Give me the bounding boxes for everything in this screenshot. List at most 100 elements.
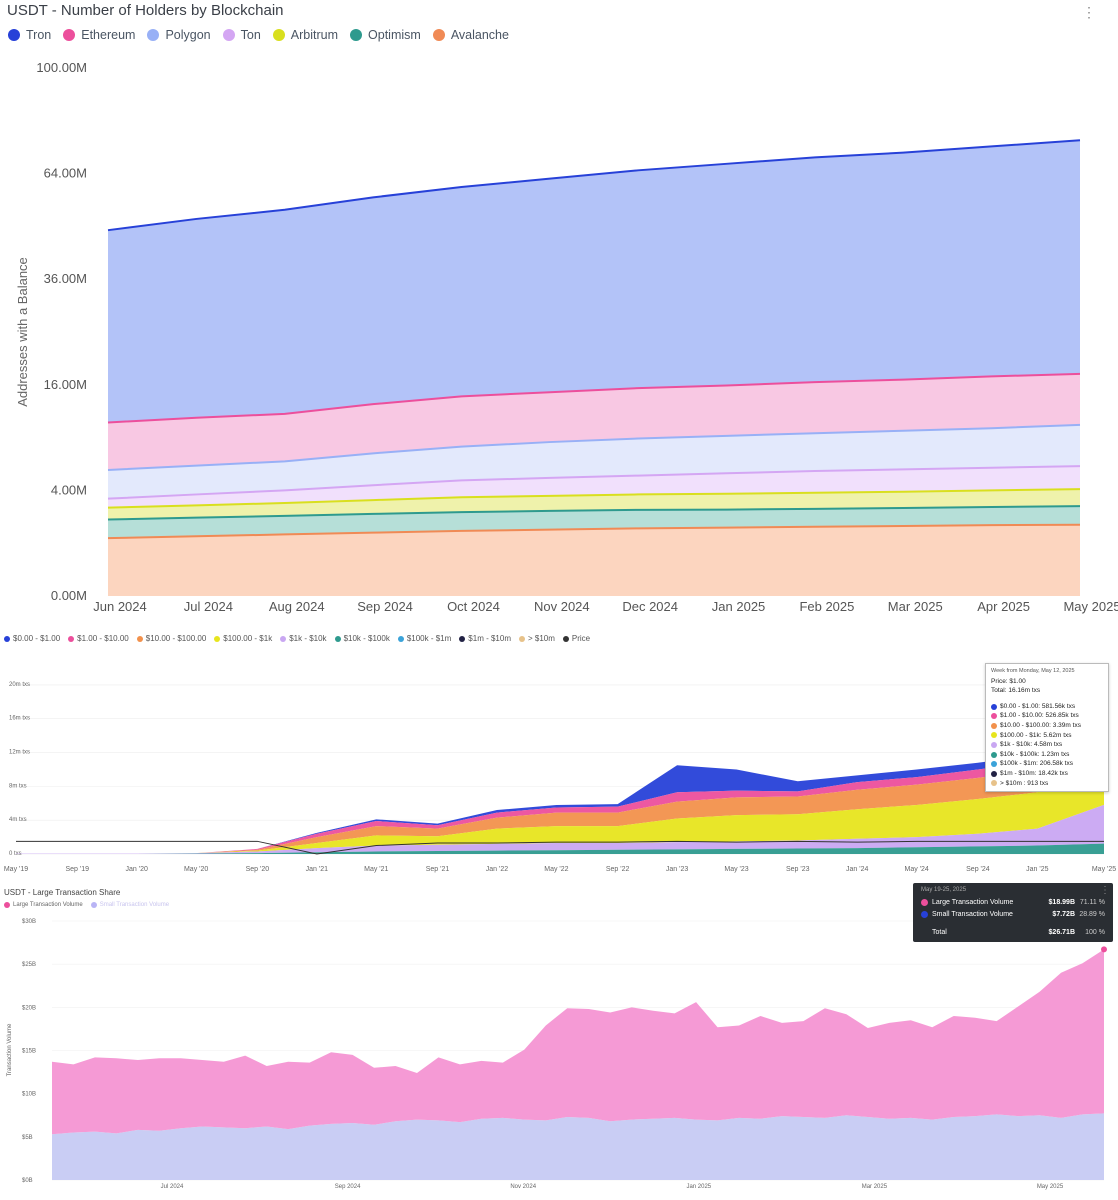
legend-item-0[interactable]: $0.00 - $1.00 [4, 634, 60, 643]
x-tick-label: Sep '24 [966, 866, 990, 873]
legend-dot [397, 635, 404, 642]
tooltip-dot [991, 780, 997, 787]
x-tick-label: Nov 2024 [534, 599, 590, 614]
y-tick-label: 0 txs [9, 851, 22, 857]
y-tick-label: 4.00M [51, 482, 87, 497]
tooltip-row: $1k - $10k: 4.58m txs [991, 740, 1103, 750]
legend-label: $1k - $10k [289, 634, 327, 643]
area-tron [108, 140, 1080, 423]
legend-dot [90, 902, 97, 908]
y-tick-label: $20B [22, 1005, 36, 1011]
x-tick-label: Apr 2025 [977, 599, 1030, 614]
tooltip-total-label: Total [932, 928, 947, 936]
legend-dot [280, 635, 287, 642]
more-vertical-icon[interactable]: ⋮ [1100, 885, 1110, 896]
tooltip-row: $10k - $100k: 1.23m txs [991, 750, 1103, 760]
tooltip-row: $1m - $10m: 18.42k txs [991, 769, 1103, 779]
legend-item-2[interactable]: $10.00 - $100.00 [136, 634, 207, 643]
legend-dot [8, 29, 20, 41]
legend-label: Small Transaction Volume [99, 902, 170, 908]
legend-label: $1m - $10m [468, 634, 511, 643]
legend-item-3[interactable]: $100.00 - $1k [214, 634, 272, 643]
tooltip-row: $0.00 - $1.00: 581.56k txs [991, 702, 1103, 712]
tooltip-name: Small Transaction Volume [932, 910, 1013, 918]
tooltip-total-pct: 100 % [1085, 928, 1105, 936]
tooltip-row-text: $0.00 - $1.00: 581.56k txs [1000, 702, 1076, 710]
legend-item-ton[interactable]: Ton [222, 28, 261, 42]
area-polygon [108, 424, 1080, 499]
legend-label: Arbitrum [290, 28, 339, 42]
legend-item-arbitrum[interactable]: Arbitrum [272, 28, 339, 42]
x-tick-label: May 2025 [1063, 599, 1118, 614]
x-tick-label: Sep '20 [246, 866, 270, 873]
tooltip-row-text: > $10m : 913 txs [1000, 779, 1049, 787]
x-tick-label: May '25 [1092, 866, 1116, 873]
legend-label: Ethereum [81, 28, 136, 42]
x-tick-label: Jan 2025 [686, 1184, 711, 1190]
line-arbitrum [107, 488, 1081, 509]
y-tick-label: $15B [22, 1049, 36, 1055]
tooltip-dot [991, 722, 997, 729]
legend: Large Transaction Volume Small Transacti… [4, 902, 177, 908]
tooltip-dot [991, 732, 997, 739]
legend-item-small[interactable]: Small Transaction Volume [90, 902, 170, 908]
tooltip-header: Week from Monday, May 12, 2025 [991, 668, 1075, 674]
x-tick-label: Jul 2024 [184, 599, 233, 614]
legend-label: $100.00 - $1k [223, 634, 273, 643]
legend-item-large[interactable]: Large Transaction Volume [4, 902, 83, 908]
chart-title: USDT - Large Transaction Share [4, 888, 121, 897]
tooltip-row-small: Small Transaction Volume $7.72B 28.89 % [921, 908, 1105, 920]
legend-dot [63, 29, 76, 41]
legend-item-8[interactable]: > $10m [518, 634, 555, 643]
tooltip-price: Price: $1.00 [991, 677, 1026, 685]
tooltip-row-text: $10.00 - $100.00: 3.39m txs [1000, 721, 1081, 729]
legend-item-tron[interactable]: Tron [8, 28, 51, 42]
price-line [16, 840, 1104, 855]
legend-dot [518, 635, 525, 642]
x-tick-label: Sep '22 [606, 866, 630, 873]
legend-item-polygon[interactable]: Polygon [147, 28, 211, 42]
x-tick-label: Mar 2025 [888, 599, 943, 614]
legend-label: Avalanche [450, 28, 509, 42]
tooltip-dot [991, 713, 997, 720]
tooltip-row: $1.00 - $10.00: 526.85k txs [991, 711, 1103, 721]
x-tick-label: Sep '23 [786, 866, 810, 873]
legend-item-6[interactable]: $100k - $1m [397, 634, 451, 643]
tooltip-pct: 71.11 % [1079, 898, 1105, 906]
tooltip-row: $100k - $1m: 206.58k txs [991, 759, 1103, 769]
legend-label: $10.00 - $100.00 [145, 634, 207, 643]
x-tick-label: May '24 [905, 866, 929, 873]
tooltip-pct: 28.89 % [1079, 910, 1105, 918]
share-panel: USDT - Large Transaction Share Large Tra… [0, 883, 1118, 1200]
x-tick-label: Jan '25 [1026, 866, 1048, 873]
legend-label: Optimism [368, 28, 421, 42]
share-tooltip: May 19-25, 2025 Large Transaction Volume… [913, 883, 1113, 942]
x-tick-label: Aug 2024 [269, 599, 325, 614]
legend-item-5[interactable]: $10k - $100k [334, 634, 390, 643]
y-tick-label: 16.00M [44, 377, 87, 392]
x-tick-label: Jan '20 [126, 866, 148, 873]
y-tick-label: 4m txs [9, 817, 27, 823]
tooltip-row-text: $1k - $10k: 4.58m txs [1000, 741, 1063, 749]
more-vertical-icon[interactable]: ⋮ [1082, 4, 1096, 20]
y-tick-label: 100.00M [36, 60, 87, 75]
tooltip-rows: $0.00 - $1.00: 581.56k txs $1.00 - $10.00… [991, 702, 1103, 788]
volume-tooltip: Week from Monday, May 12, 2025 Price: $1… [985, 663, 1109, 793]
legend-item-9[interactable]: Price [562, 634, 590, 643]
legend-item-7[interactable]: $1m - $10m [459, 634, 511, 643]
legend-label: $1.00 - $10.00 [77, 634, 129, 643]
x-tick-label: Nov 2024 [510, 1184, 536, 1190]
legend-label: Large Transaction Volume [13, 902, 83, 908]
legend-item-4[interactable]: $1k - $10k [280, 634, 327, 643]
y-tick-label: 20m txs [9, 682, 30, 688]
x-tick-label: Jan '23 [666, 866, 688, 873]
y-tick-label: 64.00M [44, 166, 87, 181]
legend-item-1[interactable]: $1.00 - $10.00 [68, 634, 129, 643]
legend-item-avalanche[interactable]: Avalanche [432, 28, 509, 42]
legend-item-ethereum[interactable]: Ethereum [63, 28, 135, 42]
y-axis-label: Transaction Volume [7, 1023, 13, 1076]
legend-dot [68, 635, 75, 642]
x-tick-label: Sep 2024 [357, 599, 413, 614]
y-tick-label: 36.00M [44, 271, 87, 286]
legend-item-optimism[interactable]: Optimism [350, 28, 421, 42]
